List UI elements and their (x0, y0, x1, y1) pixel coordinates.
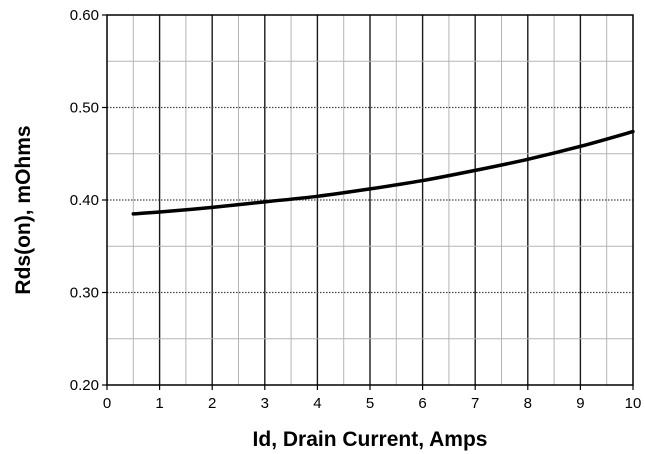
x-tick-label: 0 (103, 395, 111, 412)
y-tick-label: 0.30 (70, 285, 99, 302)
series-line (131, 129, 635, 216)
grid (107, 15, 633, 385)
x-tick-labels: 0 1 2 3 4 5 6 7 8 9 10 (103, 385, 642, 412)
x-tick-label: 6 (418, 395, 426, 412)
x-tick-label: 1 (155, 395, 163, 412)
x-tick-label: 3 (261, 395, 269, 412)
y-tick-label: 0.40 (70, 192, 99, 209)
y-tick-label: 0.20 (70, 377, 99, 394)
y-axis-title: Rds(on), mOhms (12, 125, 35, 294)
x-tick-label: 8 (524, 395, 532, 412)
y-tick-label: 0.60 (70, 7, 99, 24)
y-tick-labels: 0.20 0.30 0.40 0.50 0.60 (70, 7, 107, 394)
x-tick-label: 10 (625, 395, 642, 412)
y-tick-label: 0.50 (70, 100, 99, 117)
x-tick-label: 9 (576, 395, 584, 412)
x-axis-title: Id, Drain Current, Amps (253, 428, 488, 451)
x-tick-label: 5 (366, 395, 374, 412)
x-tick-label: 7 (471, 395, 479, 412)
x-tick-label: 4 (313, 395, 321, 412)
x-tick-label: 2 (208, 395, 216, 412)
